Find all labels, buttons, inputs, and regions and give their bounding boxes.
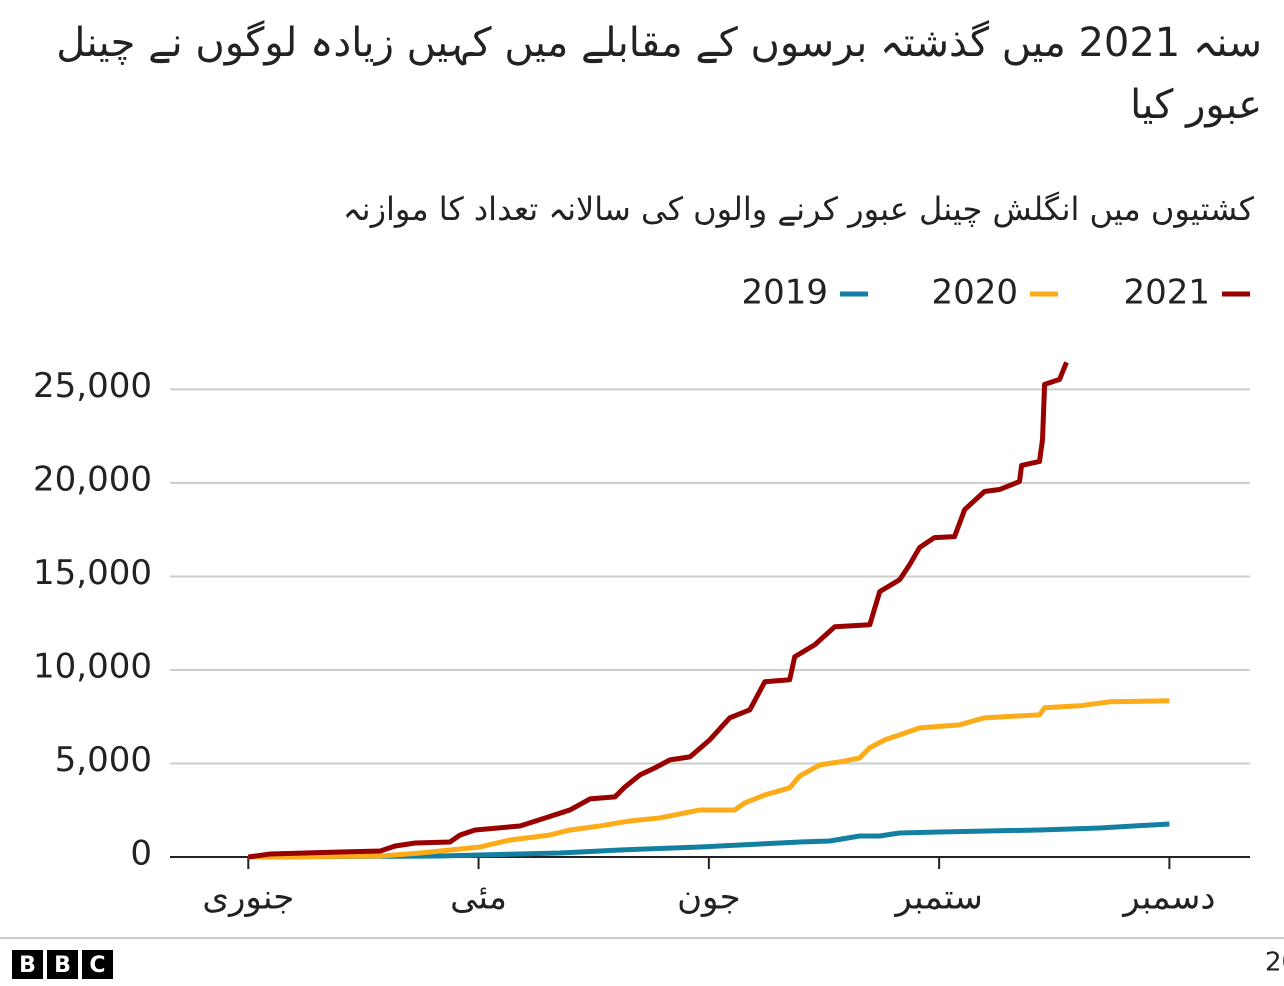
x-tick-label: ستمبر [893,878,982,918]
logo-box [47,950,78,979]
line-series [248,821,1170,860]
line-series [247,361,1069,860]
y-tick-label: 10,000 [33,646,152,686]
legend-label: 2019 [741,273,828,313]
legend-label: 2020 [931,273,1018,313]
legend-label: 2021 [1123,273,1210,313]
logo-box [12,950,43,979]
logo-letter: B [19,953,36,978]
y-tick-label: 0 [130,834,152,874]
x-tick-label: دسمبر [1121,878,1215,918]
logo-letter: C [89,953,105,978]
line-series [248,698,1170,860]
y-tick-label: 20,000 [33,459,152,499]
y-tick-label: 5,000 [55,740,152,780]
chart-subtitle: کشتیوں میں انگلش چینل عبور کرنے والوں کی… [342,190,1254,228]
chart-title: سنہ 2021 میں گذشتہ برسوں کے مقابلے میں ک… [56,20,1262,128]
y-tick-label: 25,000 [33,366,152,406]
x-tick-label: جون [677,878,741,918]
x-tick-label: جنوری [202,878,294,918]
y-tick-label: 15,000 [33,553,152,593]
source: ذریعہ: محکمہ داخلہ، 22 نومبر 2021 [1265,948,1284,978]
x-tick-label: مئی [450,878,507,918]
logo-letter: B [54,953,71,978]
logo-box [82,950,113,979]
